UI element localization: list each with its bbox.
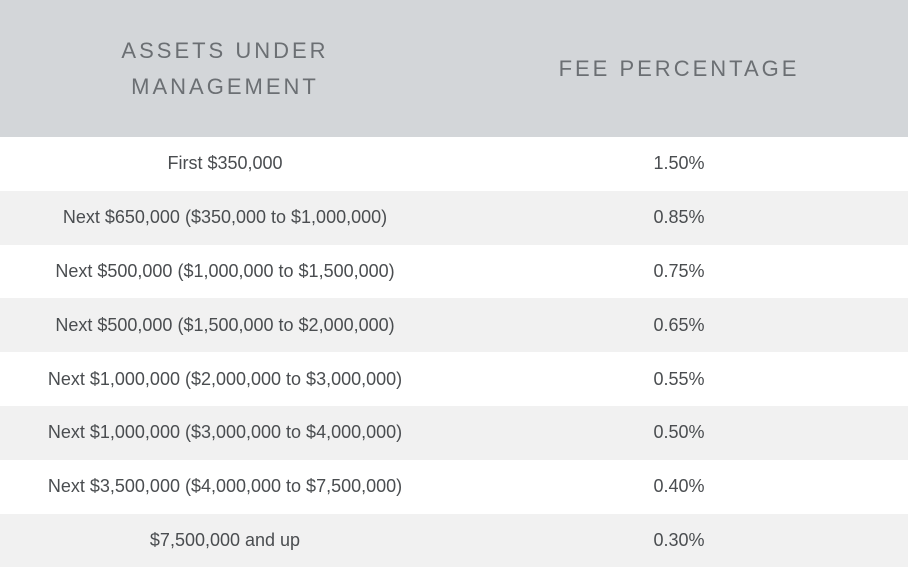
assets-cell: Next $500,000 ($1,500,000 to $2,000,000) [55,314,395,335]
table-body: First $350,000 1.50% Next $650,000 ($350… [0,137,908,567]
table-row: Next $500,000 ($1,000,000 to $1,500,000)… [0,244,908,299]
assets-cell: Next $500,000 ($1,000,000 to $1,500,000) [55,260,395,281]
assets-cell: Next $1,000,000 ($2,000,000 to $3,000,00… [47,368,403,389]
fee-cell: 1.50% [653,153,705,174]
assets-cell: Next $3,500,000 ($4,000,000 to $7,500,00… [47,476,403,497]
table-row: First $350,000 1.50% [0,137,908,191]
fee-cell: 0.85% [653,207,705,228]
fee-cell: 0.65% [653,314,705,335]
header-row: ASSETS UNDER MANAGEMENT FEE PERCENTAGE [0,0,908,137]
fee-cell: 0.40% [653,476,705,497]
table-row: Next $1,000,000 ($2,000,000 to $3,000,00… [0,352,908,406]
header-assets-label: ASSETS UNDER MANAGEMENT [121,37,329,99]
table-row: Next $3,500,000 ($4,000,000 to $7,500,00… [0,459,908,514]
table-row: Next $650,000 ($350,000 to $1,000,000) 0… [0,190,908,245]
table-row: Next $1,000,000 ($3,000,000 to $4,000,00… [0,405,908,460]
table-header: ASSETS UNDER MANAGEMENT FEE PERCENTAGE [0,0,908,137]
table-row: $7,500,000 and up 0.30% [0,513,908,567]
header-assets-under-management: ASSETS UNDER MANAGEMENT [0,0,450,137]
assets-cell: $7,500,000 and up [149,529,301,550]
header-fee-percentage: FEE PERCENTAGE [558,55,800,81]
assets-cell: Next $1,000,000 ($3,000,000 to $4,000,00… [47,422,403,443]
table-row: Next $500,000 ($1,500,000 to $2,000,000)… [0,298,908,353]
assets-cell: First $350,000 [167,153,283,174]
fee-cell: 0.30% [653,529,705,550]
assets-cell: Next $650,000 ($350,000 to $1,000,000) [62,207,388,228]
fee-cell: 0.75% [653,260,705,281]
fee-cell: 0.50% [653,422,705,443]
fee-cell: 0.55% [653,368,705,389]
